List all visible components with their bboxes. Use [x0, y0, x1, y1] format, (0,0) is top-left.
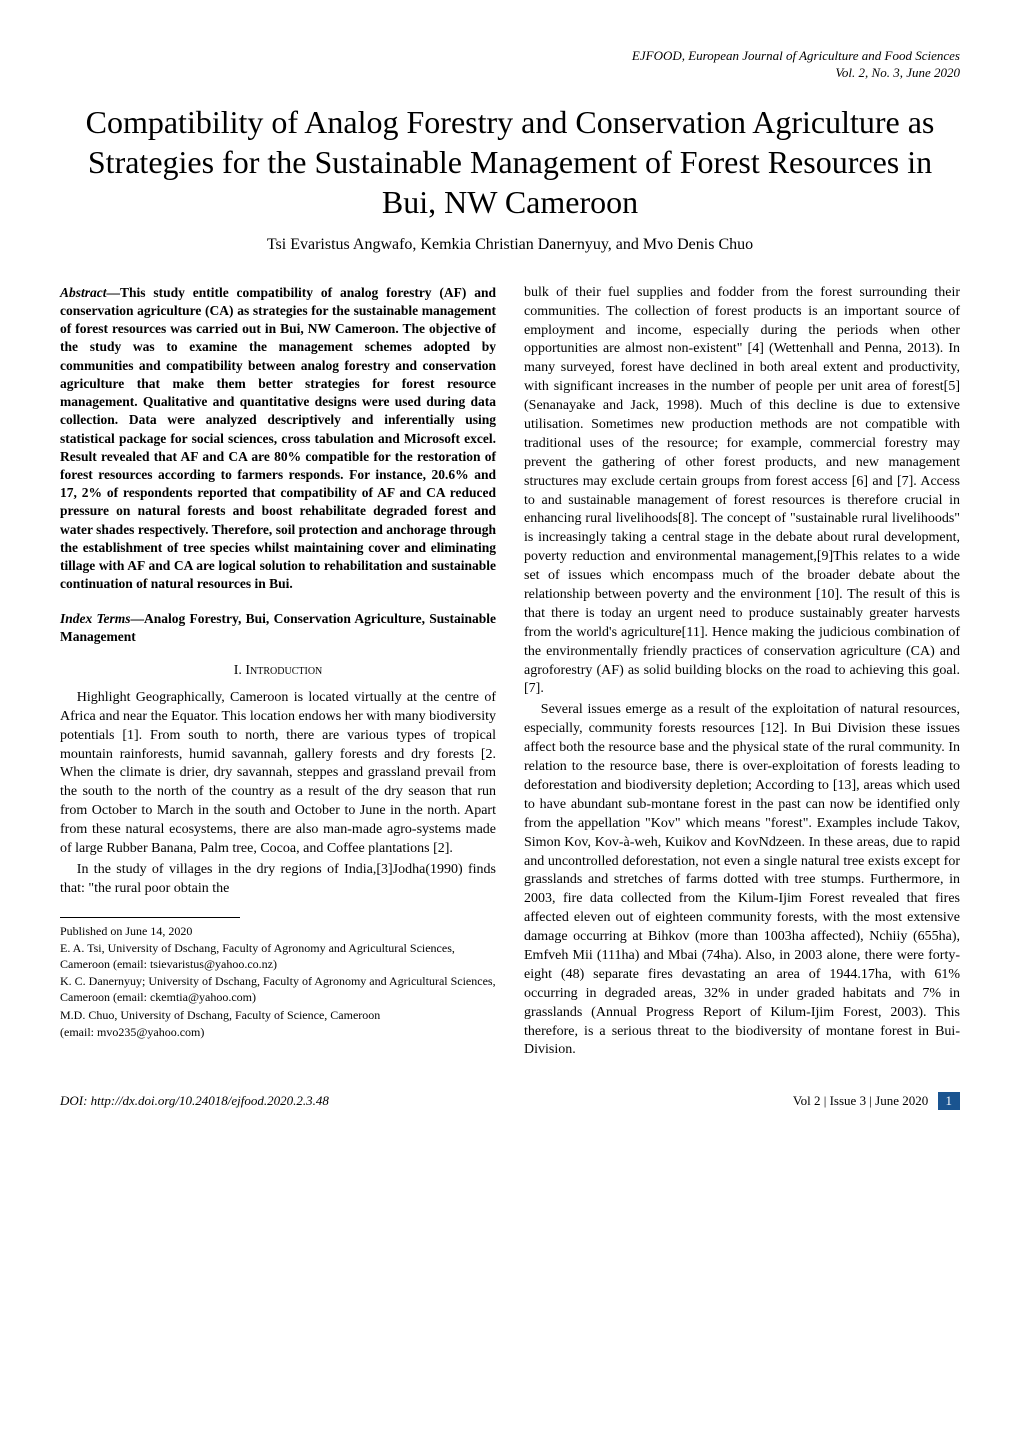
index-terms-block: Index Terms—Analog Forestry, Bui, Conser…	[60, 610, 496, 646]
page-number: 1	[938, 1092, 961, 1110]
page-footer: DOI: http://dx.doi.org/10.24018/ejfood.2…	[60, 1092, 960, 1110]
footnote-author-2: K. C. Danernyuy; University of Dschang, …	[60, 974, 496, 1005]
journal-header: EJFOOD, European Journal of Agriculture …	[60, 48, 960, 82]
footnotes: Published on June 14, 2020 E. A. Tsi, Un…	[60, 924, 496, 1041]
footer-issue: Vol 2 | Issue 3 | June 2020	[793, 1093, 928, 1108]
left-column: Abstract—This study entitle compatibilit…	[60, 284, 496, 1063]
section-1-heading: I. Introduction	[60, 662, 496, 681]
footnote-author-1: E. A. Tsi, University of Dschang, Facult…	[60, 941, 496, 972]
index-terms-label: Index Terms	[60, 611, 131, 626]
authors: Tsi Evaristus Angwafo, Kemkia Christian …	[60, 236, 960, 254]
intro-paragraph-1: Highlight Geographically, Cameroon is lo…	[60, 689, 496, 859]
abstract-text: —This study entitle compatibility of ana…	[60, 285, 496, 592]
section-title: Introduction	[245, 663, 322, 678]
right-paragraph-2: Several issues emerge as a result of the…	[524, 701, 960, 1060]
right-paragraph-1: bulk of their fuel supplies and fodder f…	[524, 284, 960, 700]
footer-right: Vol 2 | Issue 3 | June 2020 1	[793, 1092, 960, 1110]
paper-title: Compatibility of Analog Forestry and Con…	[60, 102, 960, 222]
intro-paragraph-2: In the study of villages in the dry regi…	[60, 861, 496, 899]
footnote-published: Published on June 14, 2020	[60, 924, 496, 940]
journal-name: EJFOOD, European Journal of Agriculture …	[60, 48, 960, 65]
footnote-separator	[60, 917, 240, 918]
journal-issue: Vol. 2, No. 3, June 2020	[60, 65, 960, 82]
footnote-author-3-email: (email: mvo235@yahoo.com)	[60, 1025, 496, 1041]
doi-text: DOI: http://dx.doi.org/10.24018/ejfood.2…	[60, 1093, 329, 1109]
footnote-author-3: M.D. Chuo, University of Dschang, Facult…	[60, 1008, 496, 1024]
section-number: I.	[234, 663, 242, 678]
abstract-block: Abstract—This study entitle compatibilit…	[60, 284, 496, 594]
right-column: bulk of their fuel supplies and fodder f…	[524, 284, 960, 1063]
abstract-label: Abstract	[60, 285, 107, 300]
content-columns: Abstract—This study entitle compatibilit…	[60, 284, 960, 1063]
